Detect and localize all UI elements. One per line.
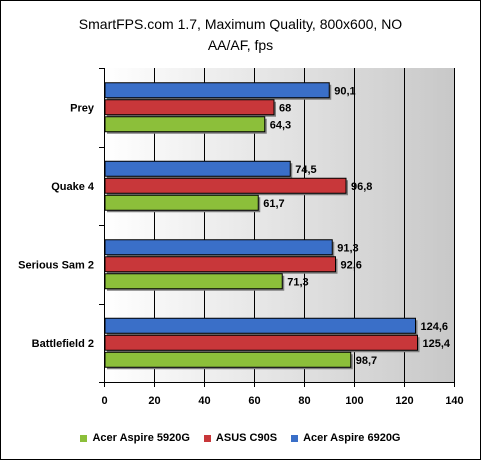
legend-label-0: Acer Aspire 5920G	[92, 432, 190, 444]
x-tick-label-0: 0	[101, 395, 107, 407]
data-label-s0-c3: 124,6	[421, 321, 449, 333]
chart-title: SmartFPS.com 1.7, Maximum Quality, 800x6…	[0, 14, 481, 56]
data-label-s1-c2: 92,6	[341, 259, 362, 271]
data-label-s2-c2: 71,3	[287, 276, 308, 288]
legend-label-2: Acer Aspire 6920G	[303, 432, 401, 444]
legend-item-1: ASUS C90S	[203, 432, 278, 444]
bar-acer-aspire-5920g-quake-4	[104, 194, 259, 211]
bar-asus-c90s-quake-4	[104, 177, 347, 194]
category-label-0: Prey	[70, 102, 95, 114]
data-label-s1-c3: 125,4	[423, 338, 451, 350]
x-tick-label-80: 80	[298, 395, 310, 407]
x-tick-label-20: 20	[148, 395, 160, 407]
x-tick-label-140: 140	[445, 395, 463, 407]
x-tick-label-40: 40	[198, 395, 210, 407]
bar-acer-aspire-6920g-quake-4	[104, 160, 291, 177]
bar-asus-c90s-battlefield-2	[104, 334, 418, 351]
chart-title-line-1: SmartFPS.com 1.7, Maximum Quality, 800x6…	[78, 16, 403, 32]
data-label-s2-c3: 98,7	[356, 355, 377, 367]
legend-label-1: ASUS C90S	[215, 432, 278, 444]
x-tick-label-100: 100	[345, 395, 363, 407]
bar-acer-aspire-5920g-prey	[104, 116, 266, 133]
x-tick-label-60: 60	[248, 395, 260, 407]
bar-asus-c90s-prey	[104, 99, 275, 116]
data-label-s0-c1: 74,5	[295, 164, 316, 176]
data-label-s2-c0: 64,3	[270, 119, 291, 131]
bar-acer-aspire-6920g-prey	[104, 82, 330, 99]
data-label-s2-c1: 61,7	[263, 198, 284, 210]
legend-swatch-2	[291, 434, 299, 442]
legend-swatch-0	[80, 434, 88, 442]
x-tick-label-120: 120	[395, 395, 413, 407]
data-label-s1-c1: 96,8	[351, 181, 372, 193]
legend: Acer Aspire 5920G ASUS C90S Acer Aspire 69…	[0, 432, 481, 444]
category-label-3: Battlefield 2	[32, 338, 94, 350]
legend-swatch-1	[203, 434, 211, 442]
bar-acer-aspire-5920g-battlefield-2	[104, 351, 352, 368]
chart-title-line-2: AA/AF, fps	[207, 37, 274, 53]
data-label-s0-c0: 90,1	[334, 85, 355, 97]
data-label-s0-c2: 91,3	[337, 242, 358, 254]
data-label-s1-c0: 68	[279, 102, 291, 114]
bar-acer-aspire-6920g-serious-sam-2	[104, 239, 333, 256]
bar-acer-aspire-5920g-serious-sam-2	[104, 273, 283, 290]
category-label-1: Quake 4	[51, 181, 95, 193]
bar-asus-c90s-serious-sam-2	[104, 256, 336, 273]
legend-item-2: Acer Aspire 6920G	[291, 432, 401, 444]
bar-acer-aspire-6920g-battlefield-2	[104, 317, 416, 334]
category-label-2: Serious Sam 2	[18, 259, 94, 271]
legend-item-0: Acer Aspire 5920G	[80, 432, 190, 444]
